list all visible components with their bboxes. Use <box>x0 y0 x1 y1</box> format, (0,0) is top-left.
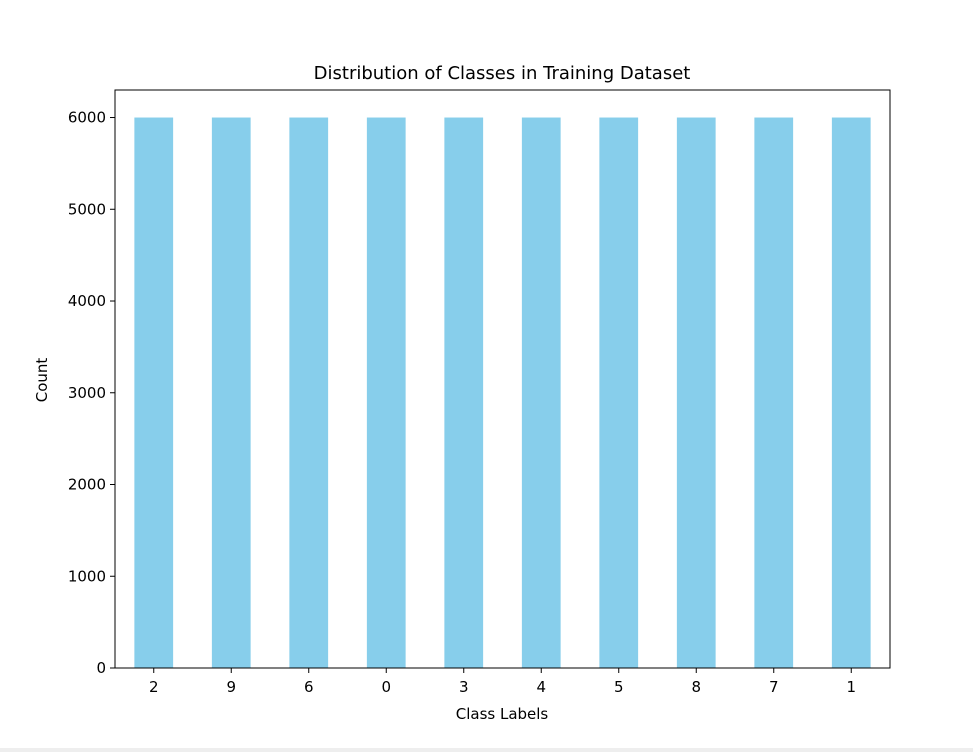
x-tick-label: 8 <box>691 678 701 696</box>
bar-7 <box>754 117 794 669</box>
x-tick-label: 9 <box>226 678 236 696</box>
y-tick-label: 2000 <box>68 476 106 494</box>
bar-3 <box>444 117 484 669</box>
bar-5 <box>599 117 639 669</box>
y-tick-label: 0 <box>96 659 106 677</box>
bar-1 <box>831 117 871 669</box>
bar-8 <box>676 117 716 669</box>
x-tick-label: 6 <box>304 678 314 696</box>
x-tick-label: 7 <box>769 678 779 696</box>
bar-0 <box>366 117 406 669</box>
x-tick-label: 2 <box>149 678 159 696</box>
chart-title: Distribution of Classes in Training Data… <box>314 63 691 84</box>
y-axis-label: Count <box>33 358 51 403</box>
y-tick-label: 6000 <box>68 109 106 127</box>
bar-6 <box>289 117 329 669</box>
y-tick-label: 4000 <box>68 292 106 310</box>
x-tick-label: 4 <box>536 678 546 696</box>
bar-4 <box>521 117 561 669</box>
plot-area: 2 9 6 0 3 4 5 8 7 1 0 1000 2000 3000 4000 5000 6000 <box>68 89 891 696</box>
x-tick-label: 0 <box>381 678 391 696</box>
y-tick-label: 5000 <box>68 200 106 218</box>
bar-9 <box>211 117 251 669</box>
x-tick-label: 3 <box>459 678 469 696</box>
bottom-divider <box>0 748 973 752</box>
axes-frame <box>114 89 891 669</box>
x-tick-label: 5 <box>614 678 624 696</box>
x-tick-label: 1 <box>846 678 856 696</box>
y-tick-label: 1000 <box>68 567 106 585</box>
bar-2 <box>134 117 174 669</box>
y-tick-label: 3000 <box>68 384 106 402</box>
x-axis-label: Class Labels <box>456 705 549 723</box>
